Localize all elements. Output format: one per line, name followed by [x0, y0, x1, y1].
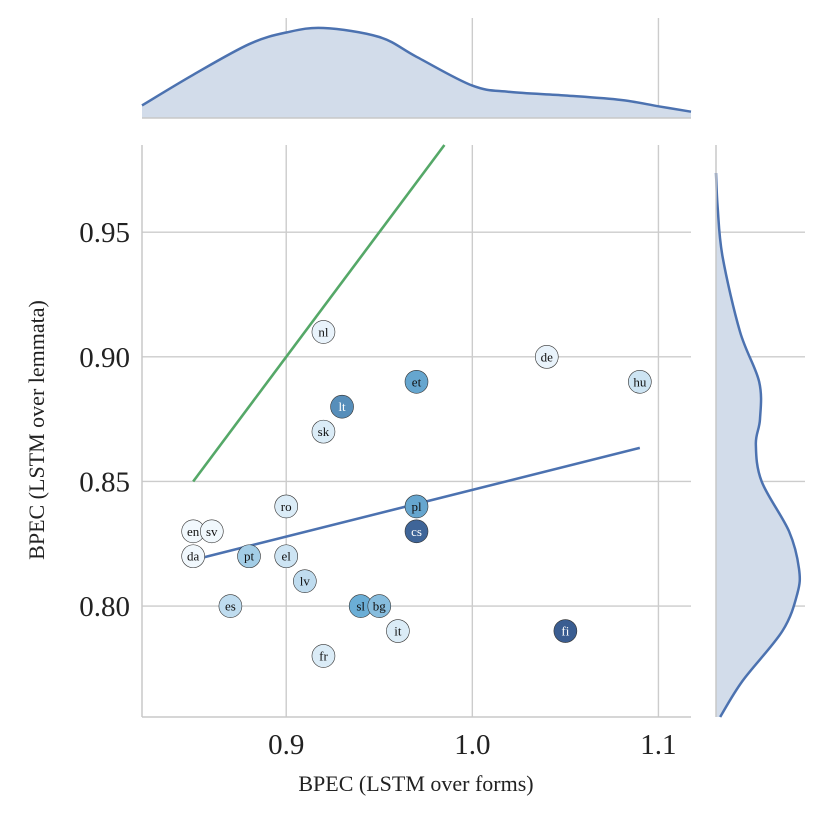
- point-marker-fi: [553, 619, 578, 643]
- point-label-bg: bg: [373, 599, 387, 614]
- y-tick-label-2: 0.90: [79, 342, 130, 374]
- axes-lines: [141, 145, 691, 718]
- point-pl: pl: [404, 494, 429, 519]
- point-lv: lv: [293, 569, 317, 593]
- top-kde-fill: [142, 27, 691, 119]
- point-label-de: de: [541, 349, 554, 364]
- point-marker-da: [181, 544, 205, 569]
- point-marker-lt: [330, 394, 354, 419]
- point-label-sl: sl: [356, 599, 365, 614]
- point-de: de: [534, 345, 559, 369]
- point-marker-es: [218, 594, 243, 618]
- point-fi: fi: [553, 619, 578, 643]
- x-tick-label-0: 0.9: [268, 729, 304, 761]
- point-marker-pl: [404, 494, 429, 519]
- y-tick-labels: 0.80 0.85 0.90 0.95: [79, 217, 130, 623]
- point-marker-et: [404, 369, 429, 394]
- point-label-et: et: [412, 374, 422, 389]
- point-marker-fr: [311, 644, 336, 668]
- point-da: da: [181, 544, 205, 569]
- point-label-en: en: [187, 524, 200, 539]
- point-pt: pt: [237, 544, 261, 569]
- point-bg: bg: [367, 594, 392, 618]
- point-it: it: [386, 619, 410, 643]
- point-label-pl: pl: [411, 499, 422, 514]
- point-label-ro: ro: [281, 499, 292, 514]
- point-el: el: [274, 544, 299, 569]
- point-label-sk: sk: [318, 424, 330, 439]
- point-label-cs: cs: [411, 524, 422, 539]
- point-marker-pt: [237, 544, 261, 569]
- point-sk: sk: [311, 419, 336, 444]
- point-fr: fr: [311, 644, 336, 668]
- top-kde-curve: [141, 26, 692, 113]
- point-label-pt: pt: [244, 549, 255, 564]
- point-marker-ro: [274, 494, 299, 519]
- point-label-lv: lv: [300, 574, 311, 589]
- point-marker-cs: [404, 519, 429, 544]
- top-marginal-kde: [141, 26, 692, 119]
- point-label-da: da: [187, 549, 200, 564]
- point-marker-hu: [628, 369, 652, 394]
- point-label-nl: nl: [318, 324, 329, 339]
- x-axis-label: BPEC (LSTM over forms): [298, 771, 533, 796]
- point-es: es: [218, 594, 243, 618]
- y-tick-label-1: 0.85: [79, 466, 130, 498]
- x-tick-labels: 0.9 1.0 1.1: [268, 729, 676, 761]
- point-marker-it: [386, 619, 410, 643]
- point-hu: hu: [628, 369, 652, 394]
- point-en: en: [181, 519, 205, 544]
- identity-line: [192, 144, 446, 483]
- point-marker-de: [534, 345, 559, 369]
- point-nl: nl: [311, 320, 336, 344]
- point-marker-sk: [311, 419, 336, 444]
- y-tick-label-0: 0.80: [79, 591, 130, 623]
- point-label-lt: lt: [338, 399, 346, 414]
- point-marker-lv: [293, 569, 317, 593]
- point-lt: lt: [330, 394, 354, 419]
- point-label-fr: fr: [319, 648, 328, 663]
- point-label-it: it: [394, 624, 402, 639]
- point-marker-bg: [367, 594, 392, 618]
- point-marker-sv: [199, 519, 224, 544]
- point-label-es: es: [225, 599, 236, 614]
- point-label-fi: fi: [561, 624, 569, 639]
- main-plot-grid: [142, 145, 691, 717]
- y-tick-label-3: 0.95: [79, 217, 130, 249]
- point-marker-nl: [311, 320, 336, 344]
- y-axis-label: BPEC (LSTM over lemmata): [24, 300, 49, 560]
- x-tick-label-1: 1.0: [454, 729, 490, 761]
- x-tick-label-2: 1.1: [640, 729, 676, 761]
- point-cs: cs: [404, 519, 429, 544]
- right-kde-curve: [714, 172, 802, 718]
- point-sv: sv: [199, 519, 224, 544]
- right-kde-fill: [716, 173, 800, 717]
- point-label-hu: hu: [633, 374, 647, 389]
- point-label-el: el: [282, 549, 292, 564]
- point-label-sv: sv: [206, 524, 218, 539]
- point-ro: ro: [274, 494, 299, 519]
- point-et: et: [404, 369, 429, 394]
- right-marginal-kde: [714, 145, 802, 718]
- point-marker-el: [274, 544, 299, 569]
